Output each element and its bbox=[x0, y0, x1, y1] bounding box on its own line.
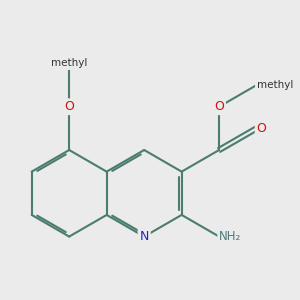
Text: methyl: methyl bbox=[256, 80, 293, 90]
Text: methyl: methyl bbox=[51, 58, 87, 68]
Text: N: N bbox=[140, 230, 149, 243]
Text: O: O bbox=[64, 100, 74, 113]
Text: O: O bbox=[256, 122, 266, 135]
Text: O: O bbox=[214, 100, 224, 113]
Text: NH₂: NH₂ bbox=[219, 230, 242, 243]
